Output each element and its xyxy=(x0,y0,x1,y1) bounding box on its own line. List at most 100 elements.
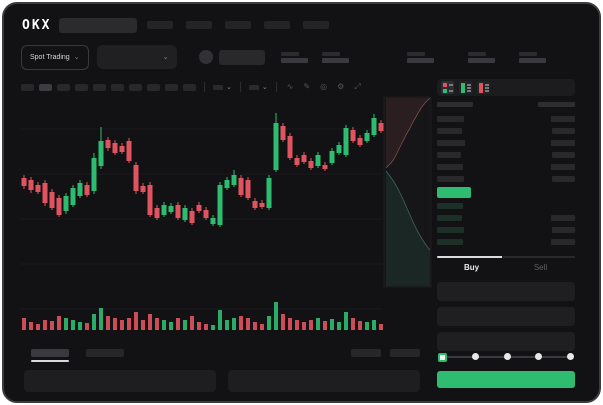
candle xyxy=(154,205,160,220)
market-type-dropdown[interactable]: Spot Trading ⌄ xyxy=(21,44,89,70)
order-input-placeholder[interactable] xyxy=(437,282,575,301)
volume-bar xyxy=(337,322,341,330)
slider-stop[interactable] xyxy=(438,352,447,362)
search-input[interactable] xyxy=(59,17,138,33)
volume-bar xyxy=(85,323,89,330)
last-price-badge[interactable] xyxy=(437,187,471,198)
order-book xyxy=(437,102,575,248)
orderbook-ask-row[interactable] xyxy=(437,173,575,185)
draw-pencil-icon[interactable]: ✎ xyxy=(303,82,311,91)
nav-item-placeholder[interactable] xyxy=(147,21,174,29)
tab-buy[interactable]: Buy xyxy=(437,263,506,272)
interval-pill[interactable] xyxy=(57,83,70,91)
volume-bar xyxy=(127,318,131,330)
volume-bar xyxy=(162,320,166,330)
stat-label-placeholder xyxy=(467,51,486,56)
nav-item-placeholder[interactable] xyxy=(264,21,291,29)
nav-menu xyxy=(147,21,330,29)
slider-stop[interactable] xyxy=(535,352,543,360)
interval-pill[interactable] xyxy=(21,83,34,91)
bottom-panel-box[interactable] xyxy=(228,370,420,392)
interval-pill[interactable] xyxy=(147,83,160,91)
orderbook-layout-bids-icon[interactable] xyxy=(459,81,472,94)
toolbar-divider xyxy=(275,82,277,92)
volume-bar xyxy=(309,320,313,330)
bottom-tab-placeholder[interactable] xyxy=(31,349,69,362)
orderbook-bid-row[interactable] xyxy=(437,200,575,212)
wave-line-icon[interactable]: ∿ xyxy=(286,82,294,91)
price-bar xyxy=(437,116,464,122)
fullscreen-icon[interactable]: ⤢ xyxy=(354,82,361,91)
tab-sell[interactable]: Sell xyxy=(506,263,575,272)
orderbook-ask-row[interactable] xyxy=(437,113,575,125)
candle xyxy=(336,142,342,155)
orderbook-bid-row[interactable] xyxy=(437,236,575,248)
amount-bar xyxy=(552,152,575,158)
candle xyxy=(105,137,111,151)
volume-bar xyxy=(176,318,180,330)
orderbook-bid-row[interactable] xyxy=(437,224,575,236)
bottom-action-placeholder[interactable] xyxy=(390,349,420,357)
volume-bar xyxy=(148,314,152,330)
nav-item-placeholder[interactable] xyxy=(225,21,252,29)
slider-stop[interactable] xyxy=(503,352,511,360)
volume-bar xyxy=(218,310,222,330)
slider-stop[interactable] xyxy=(567,352,574,360)
volume-bar xyxy=(141,320,145,330)
order-submit-area xyxy=(437,351,575,401)
stat-value-placeholder xyxy=(321,57,349,63)
volume-bar xyxy=(29,322,33,330)
interval-pill[interactable] xyxy=(75,83,88,91)
amount-slider[interactable] xyxy=(438,351,574,363)
orderbook-layout-all-icon[interactable] xyxy=(441,81,454,94)
trading-pair-dropdown[interactable]: ⌄ xyxy=(96,45,177,69)
stat-label-placeholder xyxy=(321,51,340,56)
buy-submit-button[interactable] xyxy=(437,371,575,388)
volume-bar xyxy=(253,322,257,330)
volume-bar xyxy=(344,312,348,330)
ticker-action-button[interactable] xyxy=(218,49,265,65)
indicators-dropdown[interactable]: ⌄ xyxy=(248,84,268,91)
volume-bar xyxy=(358,321,362,330)
candle xyxy=(189,208,195,225)
orderbook-ask-row[interactable] xyxy=(437,137,575,149)
order-input-placeholder[interactable] xyxy=(437,332,575,351)
candle xyxy=(147,182,153,217)
interval-pill[interactable] xyxy=(183,83,196,91)
orderbook-ask-row[interactable] xyxy=(437,125,575,137)
candle xyxy=(273,113,279,172)
orderbook-bid-row[interactable] xyxy=(437,212,575,224)
bottom-panel-box[interactable] xyxy=(24,370,216,392)
settings-gear-icon[interactable]: ⚙ xyxy=(337,82,345,91)
toolbar-divider xyxy=(239,82,241,92)
chevron-down-icon: ⌄ xyxy=(73,53,80,61)
candle xyxy=(217,182,223,227)
candle xyxy=(126,138,132,163)
nav-item-placeholder[interactable] xyxy=(303,21,330,29)
volume-bar xyxy=(302,322,306,330)
order-input-placeholder[interactable] xyxy=(437,307,575,326)
interval-pill[interactable] xyxy=(39,83,52,91)
interval-pill[interactable] xyxy=(93,83,106,91)
stat-label-placeholder xyxy=(518,51,537,56)
volume-bar xyxy=(281,314,285,330)
interval-pill[interactable] xyxy=(129,83,142,91)
interval-pill[interactable] xyxy=(111,83,124,91)
candle-type-dropdown[interactable]: ⌄ xyxy=(213,84,232,91)
bottom-tab-placeholder[interactable] xyxy=(86,349,124,357)
camera-snapshot-icon[interactable]: ◎ xyxy=(320,82,328,91)
candle xyxy=(70,185,76,207)
candle xyxy=(203,207,209,220)
interval-pill[interactable] xyxy=(165,83,178,91)
orderbook-ask-row[interactable] xyxy=(437,149,575,161)
nav-item-placeholder[interactable] xyxy=(186,21,213,29)
orderbook-ask-row[interactable] xyxy=(437,161,575,173)
orderbook-layout-asks-icon[interactable] xyxy=(477,81,490,94)
volume-bar xyxy=(71,320,75,330)
slider-stop[interactable] xyxy=(471,352,479,360)
price-chart-svg[interactable] xyxy=(18,95,434,333)
last-price-row xyxy=(437,185,575,200)
bottom-action-placeholder[interactable] xyxy=(351,349,381,357)
volume-bar xyxy=(78,322,82,330)
